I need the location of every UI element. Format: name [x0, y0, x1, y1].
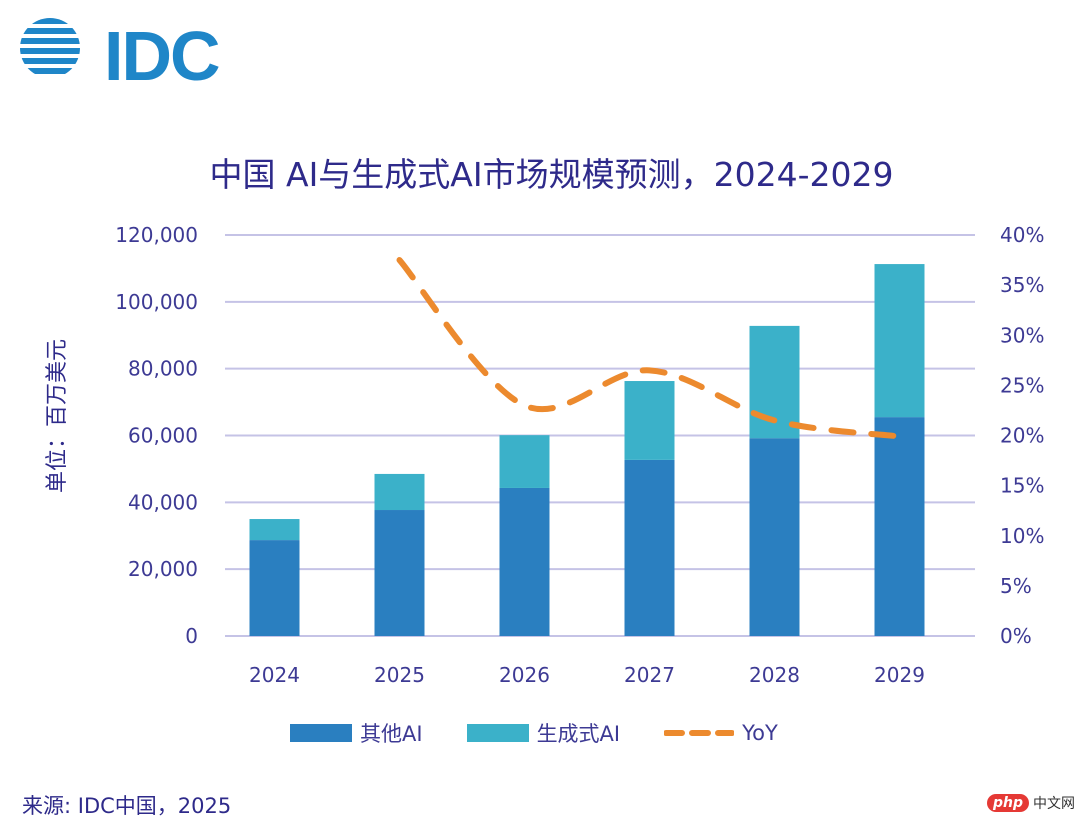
legend-swatch: [466, 724, 529, 742]
bar-生成式AI: [874, 264, 925, 418]
bar-生成式AI: [374, 473, 425, 511]
idc-logo: IDC: [12, 12, 221, 95]
chart-title: 中国 AI与生成式AI市场规模预测，2024-2029: [209, 155, 894, 194]
y-tick-label: 40,000: [128, 490, 198, 514]
watermark: php 中文网: [986, 793, 1075, 813]
y-tick-label: 80,000: [128, 357, 198, 381]
y-tick-label: 120,000: [115, 223, 198, 247]
bar-生成式AI: [499, 435, 550, 488]
bar-生成式AI: [249, 519, 300, 541]
chart: 0 20,000 40,000 60,000 80,000 100,000 120,000 0…: [115, 223, 1044, 687]
bar-其他AI: [499, 487, 550, 636]
y2-tick-label: 0%: [1000, 624, 1032, 648]
bar-其他AI: [249, 540, 300, 636]
x-tick-label: 2025: [374, 663, 425, 687]
y-tick-label: 20,000: [128, 557, 198, 581]
bar-生成式AI: [624, 381, 675, 460]
y2-tick-label: 40%: [1000, 223, 1044, 247]
legend-label: YoY: [742, 721, 778, 745]
bar-其他AI: [749, 438, 800, 636]
y-tick-label: 0: [185, 624, 198, 648]
source-note: 来源: IDC中国，2025: [22, 794, 232, 818]
y2-tick-label: 35%: [1000, 273, 1044, 297]
legend-item-genai: 生成式AI: [466, 718, 621, 748]
bar-其他AI: [874, 417, 925, 636]
x-tick-label: 2028: [749, 663, 800, 687]
legend-label: 其他AI: [360, 722, 423, 746]
legend-item-yoy: YoY: [664, 721, 778, 745]
legend-swatch: [664, 730, 735, 736]
legend-label: 生成式AI: [536, 722, 621, 746]
x-tick-label: 2024: [249, 663, 300, 687]
legend-item-other-ai: 其他AI: [290, 718, 423, 748]
x-tick-label: 2026: [499, 663, 550, 687]
logo-text: IDC: [104, 17, 221, 95]
y2-tick-label: 30%: [1000, 323, 1044, 347]
y2-tick-label: 15%: [1000, 474, 1044, 498]
legend: 其他AI 生成式AI YoY: [290, 718, 822, 748]
watermark-badge: php: [986, 794, 1029, 812]
y2-tick-label: 5%: [1000, 574, 1032, 598]
bar-其他AI: [624, 459, 675, 636]
y-tick-label: 100,000: [115, 290, 198, 314]
bar-其他AI: [374, 510, 425, 636]
y2-tick-label: 25%: [1000, 373, 1044, 397]
x-tick-label: 2029: [874, 663, 925, 687]
y2-tick-label: 10%: [1000, 524, 1044, 548]
yoy-line: [396, 257, 903, 440]
x-tick-label: 2027: [624, 663, 675, 687]
watermark-text: 中文网: [1033, 796, 1075, 812]
y2-tick-label: 20%: [1000, 424, 1044, 448]
legend-swatch: [290, 724, 352, 742]
globe-icon: [20, 18, 80, 74]
y-tick-label: 60,000: [128, 424, 198, 448]
